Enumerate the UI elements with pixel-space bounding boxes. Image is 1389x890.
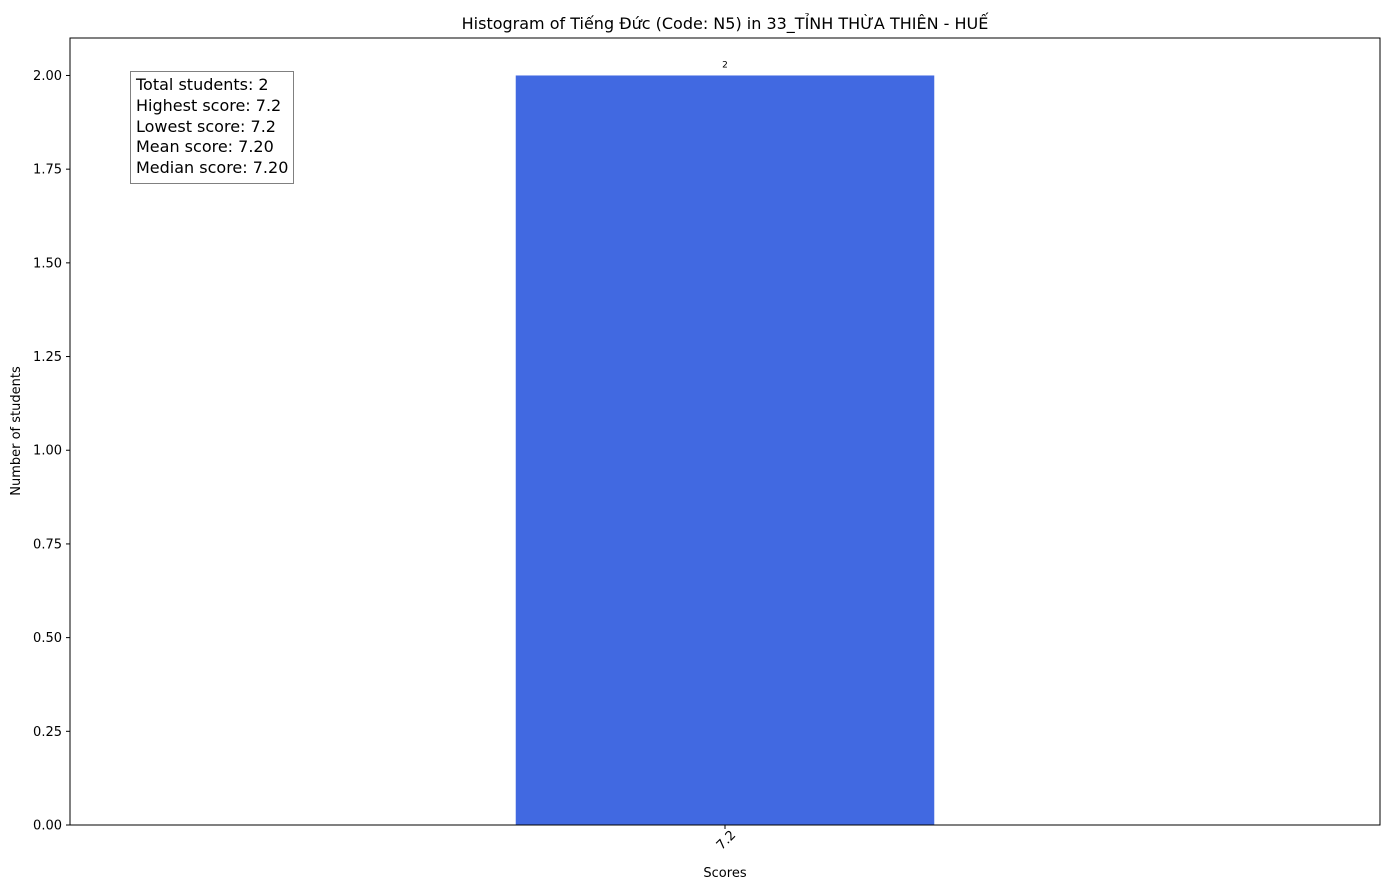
stats-mean: Mean score: 7.20 — [136, 137, 274, 157]
stats-median: Median score: 7.20 — [136, 158, 289, 178]
y-tick-label: 1.00 — [33, 444, 62, 459]
bar — [515, 75, 935, 825]
y-tick-label: 0.00 — [33, 819, 62, 834]
stats-total: Total students: 2 — [136, 75, 269, 94]
x-axis-label: Scores — [703, 866, 746, 881]
y-axis-label: Number of students — [9, 366, 24, 496]
bar-data-label: 2 — [722, 60, 728, 70]
y-tick-label: 0.50 — [33, 631, 62, 646]
y-tick-label: 0.25 — [33, 725, 62, 740]
stats-highest: Highest score: 7.2 — [136, 95, 282, 115]
stats-lowest: Lowest score: 7.2 — [136, 116, 276, 136]
plot-frame — [69, 37, 1381, 826]
y-tick-label: 1.50 — [33, 256, 62, 271]
y-tick-label: 1.75 — [33, 163, 62, 178]
stats-box: Total students: 2 Highest score: 7.2 Low… — [130, 71, 295, 184]
x-tick-label: 7.2 — [714, 828, 739, 853]
y-tick-label: 1.25 — [33, 350, 62, 365]
y-tick-label: 2.00 — [33, 69, 62, 84]
y-tick-label: 0.75 — [33, 537, 62, 552]
chart-title: Histogram of Tiếng Đức (Code: N5) in 33_… — [462, 12, 990, 34]
